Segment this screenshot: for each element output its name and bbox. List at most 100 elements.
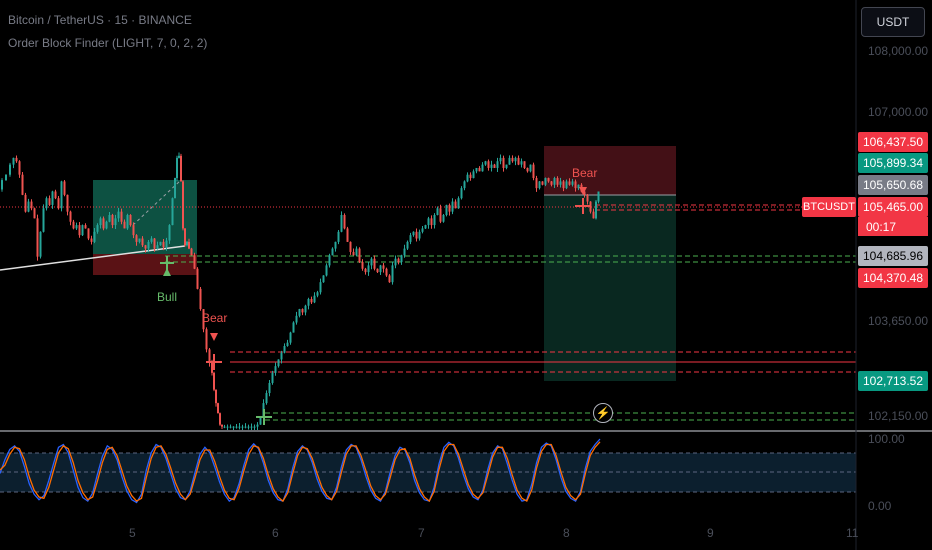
candle-body [42,208,45,232]
candle-body [156,245,159,249]
x-tick-label: 6 [272,526,279,540]
lightning-icon[interactable]: ⚡ [593,403,613,423]
candle-body [12,157,15,165]
candle-body [247,426,250,428]
candle-body [117,211,120,219]
candle-body [361,262,364,269]
candle-body [574,181,577,189]
candle-body [81,225,84,236]
candle-body [9,164,11,175]
candle-body [556,178,559,185]
indicator-legend[interactable]: Order Block Finder (LIGHT, 7, 0, 2, 2) [8,36,208,50]
candle-body [205,329,208,350]
candle-body [469,174,472,179]
candle-body [352,251,355,256]
candle-body [188,241,190,249]
candle-body [182,181,184,229]
candle-body [385,268,388,276]
candles-layer [1,152,600,430]
x-tick-label: 7 [418,526,425,540]
markers-layer: Bull Bear Bear [157,166,597,425]
candle-body [334,241,337,249]
y-tick-label: 108,000.00 [868,44,928,58]
price-axis[interactable]: 108,000.00 107,000.00 103,650.00 102,150… [855,0,928,550]
candle-body [87,228,90,239]
candle-body [565,181,568,189]
candle-body [466,174,469,182]
symbol-legend[interactable]: Bitcoin / TetherUS · 15 · BINANCE [8,13,192,27]
candle-body [583,191,586,195]
candle-body [597,191,600,202]
candle-body [286,342,289,347]
time-axis[interactable]: 5 6 7 8 9 11 [129,526,859,540]
candle-body [454,201,457,209]
candle-body [325,265,328,276]
candle-body [199,288,202,310]
candle-body [18,161,21,175]
candle-body [162,241,165,248]
candle-body [445,204,448,215]
candle-body [364,268,367,273]
candle-body [271,372,274,383]
x-tick-label: 8 [563,526,570,540]
candle-body [184,228,186,246]
candle-body [370,258,373,266]
candle-body [96,225,99,232]
candle-body [424,225,427,229]
candle-body [274,366,277,373]
candle-body [349,241,352,252]
candle-body [244,426,247,428]
candle-body [505,164,508,168]
candle-body [30,201,33,209]
currency-button[interactable]: USDT [861,7,925,37]
candle-body [427,218,430,226]
candle-body [235,426,238,428]
candle-body [78,225,81,236]
candle-body [168,225,171,241]
candle-body [289,332,292,343]
candle-body [499,157,502,162]
stoch-d-line [0,441,601,503]
candle-body [141,238,144,246]
candle-body [355,248,358,256]
dashed-diagonal [132,179,182,226]
candle-body [448,204,451,212]
candle-body [490,164,493,168]
bear-cross-marker-2 [575,198,591,214]
candle-body [21,174,24,195]
y-tick-label: 102,150.00 [868,409,928,423]
candle-body [84,225,87,229]
candle-body [24,194,27,212]
candle-body [541,181,544,185]
candle-body [280,352,283,360]
candle-body [174,178,176,199]
candle-body [304,305,307,313]
candle-body [99,218,102,226]
candle-body [171,198,174,226]
candle-body [277,359,280,367]
candle-body [529,164,532,172]
bear-cross-marker-1 [206,354,222,370]
y-tick-label: 107,000.00 [868,105,928,119]
candle-body [487,161,490,168]
candle-body [478,167,481,172]
candle-body [508,157,511,165]
candle-body [1,180,3,190]
candle-body [51,191,54,205]
candle-body [102,218,105,229]
candle-body [15,157,18,162]
candle-body [547,178,550,182]
candle-body [457,198,460,209]
price-tag-bull-level: 104,685.96 [858,246,928,266]
candle-body [292,322,295,333]
candle-body [451,201,454,212]
candle-body [180,155,182,182]
candle-body [418,231,421,239]
candle-body [241,426,244,428]
candle-body [328,255,331,266]
candle-body [193,255,196,269]
candle-body [553,178,556,185]
candle-body [232,426,235,428]
candle-body [120,211,123,222]
